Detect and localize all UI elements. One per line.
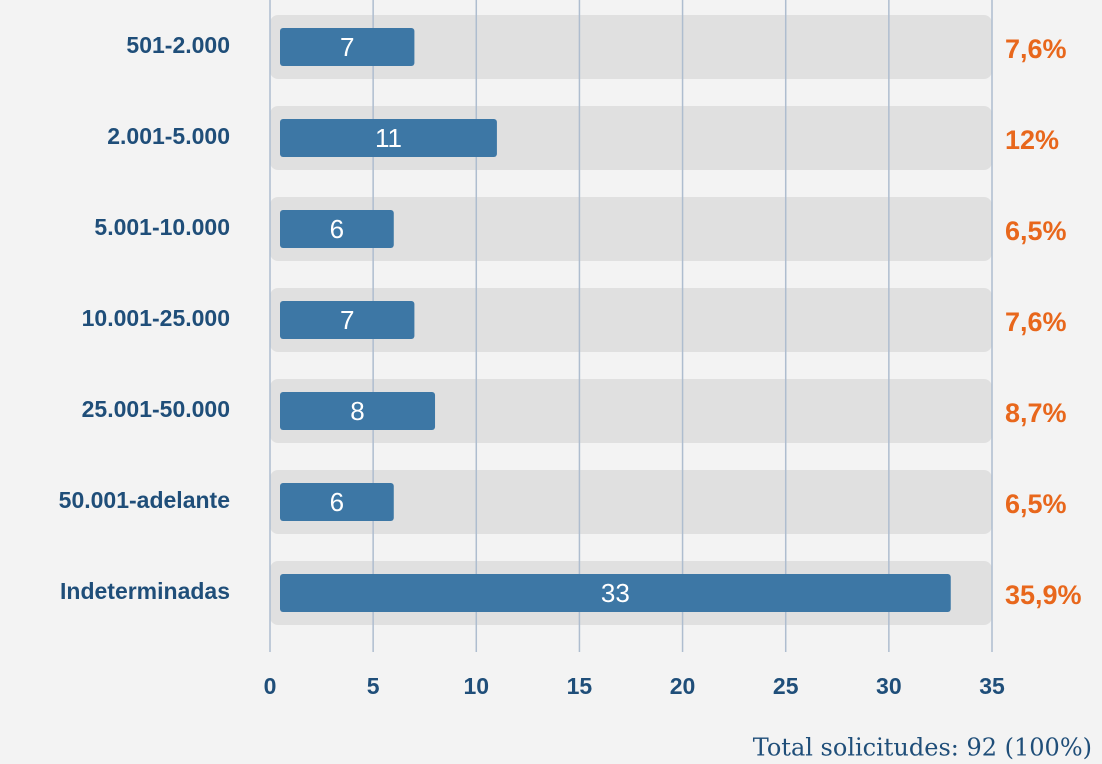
percentage-label: 12% bbox=[1005, 125, 1059, 155]
percentage-label: 6,5% bbox=[1005, 216, 1067, 246]
bar bbox=[280, 392, 436, 430]
category-label: 5.001-10.000 bbox=[94, 214, 230, 240]
bar bbox=[280, 574, 951, 612]
x-tick-label: 25 bbox=[773, 673, 799, 699]
category-label: 2.001-5.000 bbox=[107, 123, 230, 149]
category-label: Indeterminadas bbox=[60, 578, 230, 604]
bar bbox=[280, 483, 394, 521]
row-band bbox=[270, 470, 992, 534]
value-label: 6 bbox=[330, 487, 344, 517]
x-tick-label: 0 bbox=[264, 673, 277, 699]
percentage-label: 7,6% bbox=[1005, 34, 1067, 64]
value-label: 8 bbox=[350, 396, 364, 426]
x-tick-label: 30 bbox=[876, 673, 902, 699]
value-label: 11 bbox=[375, 123, 402, 153]
percentage-label: 8,7% bbox=[1005, 398, 1067, 428]
bar bbox=[280, 28, 415, 66]
value-label: 7 bbox=[340, 305, 354, 335]
bar bbox=[280, 210, 394, 248]
x-tick-label: 5 bbox=[367, 673, 380, 699]
row-band bbox=[270, 197, 992, 261]
row-band bbox=[270, 379, 992, 443]
percentage-label: 35,9% bbox=[1005, 580, 1082, 610]
x-tick-label: 10 bbox=[463, 673, 489, 699]
total-note: Total solicitudes: 92 (100%) bbox=[753, 734, 1092, 762]
category-label: 10.001-25.000 bbox=[82, 305, 230, 331]
x-tick-label: 20 bbox=[670, 673, 696, 699]
value-label: 33 bbox=[601, 578, 630, 608]
x-tick-label: 35 bbox=[979, 673, 1005, 699]
percentage-label: 6,5% bbox=[1005, 489, 1067, 519]
value-label: 7 bbox=[340, 32, 354, 62]
bar bbox=[280, 119, 497, 157]
category-label: 501-2.000 bbox=[126, 32, 230, 58]
x-tick-label: 15 bbox=[567, 673, 593, 699]
value-label: 6 bbox=[330, 214, 344, 244]
row-band bbox=[270, 288, 992, 352]
category-label: 25.001-50.000 bbox=[82, 396, 230, 422]
category-label: 50.001-adelante bbox=[59, 487, 230, 513]
bar bbox=[280, 301, 415, 339]
row-band bbox=[270, 15, 992, 79]
percentage-label: 7,6% bbox=[1005, 307, 1067, 337]
